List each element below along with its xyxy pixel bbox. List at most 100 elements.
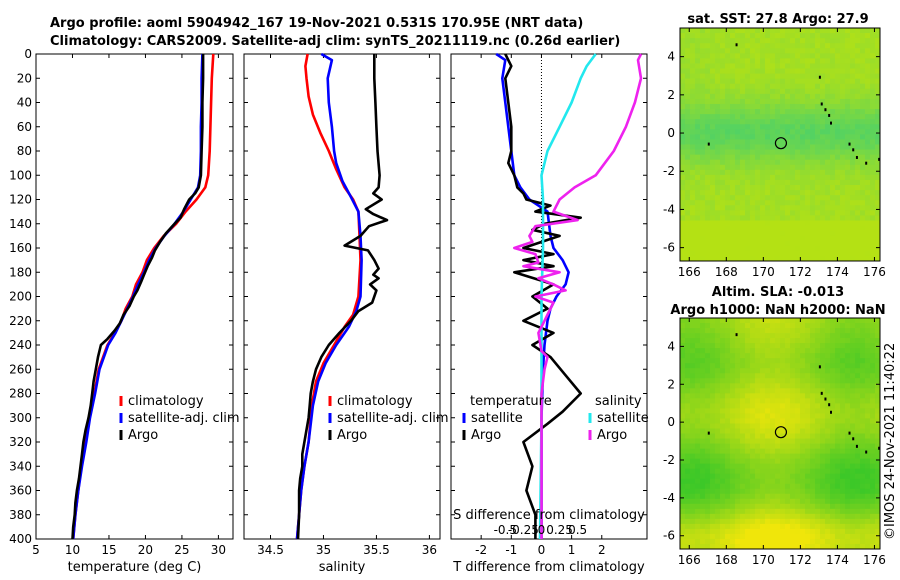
- sla-map-cell: [795, 503, 801, 510]
- sla-map-cell: [695, 438, 701, 444]
- sla-map-cell: [735, 408, 741, 414]
- sst-map-cell: [720, 164, 726, 171]
- sla-map-cell: [780, 333, 786, 339]
- sst-map-cell: [780, 235, 786, 242]
- sst-map-cell: [840, 129, 846, 135]
- sla-map-cell: [735, 398, 741, 404]
- sla-map-cell: [730, 463, 736, 470]
- sla-map-cell: [730, 428, 736, 434]
- sst-map-cell: [760, 58, 766, 64]
- sst-map-cell: [680, 119, 686, 125]
- sla-map-cell: [805, 438, 811, 444]
- sst-map-cell: [685, 88, 691, 95]
- sla-map-cell: [700, 338, 706, 344]
- sla-map-cell: [770, 363, 776, 369]
- sst-map-cell: [755, 28, 761, 34]
- sst-map-cell: [810, 33, 816, 39]
- sst-map-cell: [710, 225, 716, 232]
- sst-map-cell: [855, 134, 861, 140]
- sla-map-cell: [760, 468, 766, 475]
- sst-map-cell: [690, 73, 696, 80]
- sst-map-cell: [815, 149, 821, 156]
- sla-map-cell: [775, 328, 781, 334]
- sla-map-cell: [725, 333, 731, 339]
- sla-map-cell: [770, 493, 776, 500]
- sla-map-cell: [825, 448, 831, 454]
- sst-map-cell: [870, 53, 876, 59]
- sst-map-cell: [855, 33, 861, 39]
- sla-map-cell: [740, 538, 746, 545]
- sst-map-cell: [825, 179, 831, 186]
- sla-map-cell: [855, 463, 861, 470]
- sst-map-cell: [715, 215, 721, 221]
- sla-map-cell: [835, 348, 841, 354]
- sst-map-cell: [845, 109, 851, 115]
- depth-tick-label: 120: [9, 193, 32, 207]
- sla-map-cell: [735, 523, 741, 530]
- sla-map-cell: [835, 428, 841, 434]
- sst-map-cell: [720, 68, 726, 74]
- sla-map-cell: [860, 358, 866, 364]
- sla-map-cell: [695, 418, 701, 424]
- sla-map-cell: [680, 538, 686, 545]
- sla-map-cell: [845, 413, 851, 419]
- sst-map-cell: [800, 83, 806, 90]
- sst-map-cell: [815, 169, 821, 176]
- sla-map-cell: [740, 383, 746, 389]
- sst-map-cell: [875, 124, 881, 130]
- sla-map-cell: [690, 538, 696, 545]
- sst-map-cell: [725, 73, 731, 80]
- sla-map-cell: [765, 458, 771, 465]
- sst-map-cell: [710, 154, 716, 161]
- sla-map-cell: [730, 418, 736, 424]
- sla-map-cell: [780, 343, 786, 349]
- sla-map-cell: [695, 348, 701, 354]
- sla-map-cell: [715, 348, 721, 354]
- sla-map-cell: [710, 508, 716, 515]
- sst-map-cell: [765, 53, 771, 59]
- sla-map-cell: [735, 393, 741, 399]
- sla-map-cell: [865, 458, 871, 465]
- sst-map-cell: [705, 144, 711, 150]
- sst-map-cell: [860, 190, 866, 196]
- sst-map-cell: [825, 139, 831, 145]
- sst-map-cell: [765, 58, 771, 64]
- sst-map-cell: [710, 114, 716, 120]
- sst-map-cell: [725, 245, 731, 252]
- sla-map-cell: [745, 513, 751, 520]
- sst-map-cell: [705, 230, 711, 237]
- sla-map-cell: [825, 473, 831, 480]
- sla-map-cell: [720, 458, 726, 465]
- sst-map-cell: [710, 235, 716, 242]
- sst-map-cell: [755, 174, 761, 181]
- sst-map-cell: [775, 33, 781, 39]
- sst-map-cell: [690, 139, 696, 145]
- sla-map-cell: [860, 518, 866, 525]
- sla-map-cell: [870, 363, 876, 369]
- sla-map-cell: [770, 378, 776, 384]
- sla-map-cell: [770, 463, 776, 470]
- sst-map-cell: [715, 139, 721, 145]
- sla-map-cell: [840, 533, 846, 540]
- sst-map-cell: [715, 134, 721, 140]
- sst-map-cell: [760, 88, 766, 95]
- sst-map-cell: [800, 124, 806, 130]
- sst-map-cell: [745, 109, 751, 115]
- sst-map-cell: [815, 179, 821, 186]
- sla-map-cell: [710, 498, 716, 505]
- sst-map-cell: [760, 159, 766, 166]
- sst-map-cell: [695, 63, 701, 69]
- sla-map-cell: [720, 438, 726, 444]
- sla-map-cell: [760, 458, 766, 465]
- sst-map-cell: [750, 93, 756, 100]
- sst-map-cell: [810, 250, 816, 257]
- sst-map-cell: [810, 195, 816, 201]
- sst-map-cell: [735, 88, 741, 95]
- sst-map-cell: [835, 33, 841, 39]
- sla-map-cell: [810, 383, 816, 389]
- sst-map-cell: [830, 119, 836, 125]
- sst-map-cell: [830, 255, 836, 262]
- sla-map-cell: [705, 413, 711, 419]
- sla-map-cell: [815, 383, 821, 389]
